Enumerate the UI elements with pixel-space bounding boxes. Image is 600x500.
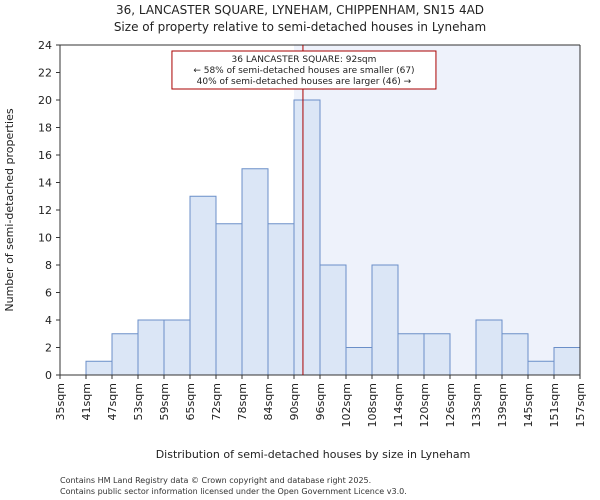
x-tick-label-139sqm: 139sqm: [496, 383, 509, 427]
footer-line-1: Contains HM Land Registry data © Crown c…: [60, 476, 371, 485]
y-tick-label-0: 0: [45, 369, 52, 382]
x-tick-label-90sqm: 90sqm: [288, 383, 301, 420]
x-axis-label: Distribution of semi-detached houses by …: [156, 448, 471, 461]
bar-72sqm: [215, 223, 243, 376]
x-tick-label-96sqm: 96sqm: [314, 383, 327, 420]
bar-139sqm: [501, 333, 529, 376]
y-tick-label-22: 22: [38, 67, 52, 80]
y-tick-label-18: 18: [38, 122, 52, 135]
bar-78sqm: [241, 168, 269, 376]
x-tick-label-72sqm: 72sqm: [210, 383, 223, 420]
annotation-line-3: 40% of semi-detached houses are larger (…: [197, 77, 412, 87]
x-tick-label-47sqm: 47sqm: [106, 383, 119, 420]
bar-53sqm: [137, 319, 165, 376]
annotation-border: [171, 50, 437, 90]
x-tick-label-126sqm: 126sqm: [444, 383, 457, 427]
x-tick-label-108sqm: 108sqm: [366, 383, 379, 427]
y-tick-label-14: 14: [38, 177, 52, 190]
bar-120sqm: [423, 333, 451, 376]
y-tick-label-20: 20: [38, 94, 52, 107]
y-tick-label-24: 24: [38, 39, 52, 52]
x-tick-label-120sqm: 120sqm: [418, 383, 431, 427]
annotation-box: 36 LANCASTER SQUARE: 92sqm ← 58% of semi…: [171, 50, 437, 90]
y-tick-label-12: 12: [38, 204, 52, 217]
x-tick-label-133sqm: 133sqm: [470, 383, 483, 427]
bar-133sqm: [475, 319, 503, 376]
x-tick-label-102sqm: 102sqm: [340, 383, 353, 427]
chart-title-line-2: Size of property relative to semi-detach…: [114, 20, 486, 34]
y-tick-label-4: 4: [45, 314, 52, 327]
annotation-line-2: ← 58% of semi-detached houses are smalle…: [193, 66, 414, 76]
x-tick-label-65sqm: 65sqm: [184, 383, 197, 420]
y-axis-label: Number of semi-detached properties: [3, 108, 16, 311]
bar-65sqm: [189, 195, 217, 376]
bar-41sqm: [85, 360, 113, 376]
x-tick-label-84sqm: 84sqm: [262, 383, 275, 420]
bar-90sqm: [293, 99, 321, 376]
x-tick-label-157sqm: 157sqm: [574, 383, 587, 427]
chart-title-line-1: 36, LANCASTER SQUARE, LYNEHAM, CHIPPENHA…: [116, 3, 484, 17]
bar-84sqm: [267, 223, 295, 376]
bar-145sqm: [527, 360, 555, 376]
x-tick-label-78sqm: 78sqm: [236, 383, 249, 420]
bar-96sqm: [319, 264, 347, 376]
x-tick-label-145sqm: 145sqm: [522, 383, 535, 427]
bar-108sqm: [371, 264, 399, 376]
x-tick-label-41sqm: 41sqm: [80, 383, 93, 420]
bar-151sqm: [553, 347, 581, 376]
chart-title: 36, LANCASTER SQUARE, LYNEHAM, CHIPPENHA…: [114, 3, 486, 34]
bar-47sqm: [111, 333, 139, 376]
annotation-line-1: 36 LANCASTER SQUARE: 92sqm: [232, 55, 377, 65]
y-tick-label-6: 6: [45, 287, 52, 300]
footer-line-2: Contains public sector information licen…: [60, 487, 407, 496]
bar-59sqm: [163, 319, 191, 376]
x-tick-label-114sqm: 114sqm: [392, 383, 405, 427]
y-tick-label-8: 8: [45, 259, 52, 272]
y-tick-label-10: 10: [38, 232, 52, 245]
bar-102sqm: [345, 347, 373, 376]
y-tick-label-2: 2: [45, 342, 52, 355]
bar-114sqm: [397, 333, 425, 376]
x-tick-label-53sqm: 53sqm: [132, 383, 145, 420]
bars: [85, 99, 581, 376]
x-tick-label-59sqm: 59sqm: [158, 383, 171, 420]
x-tick-label-35sqm: 35sqm: [54, 383, 67, 420]
y-tick-label-16: 16: [38, 149, 52, 162]
x-tick-label-151sqm: 151sqm: [548, 383, 561, 427]
